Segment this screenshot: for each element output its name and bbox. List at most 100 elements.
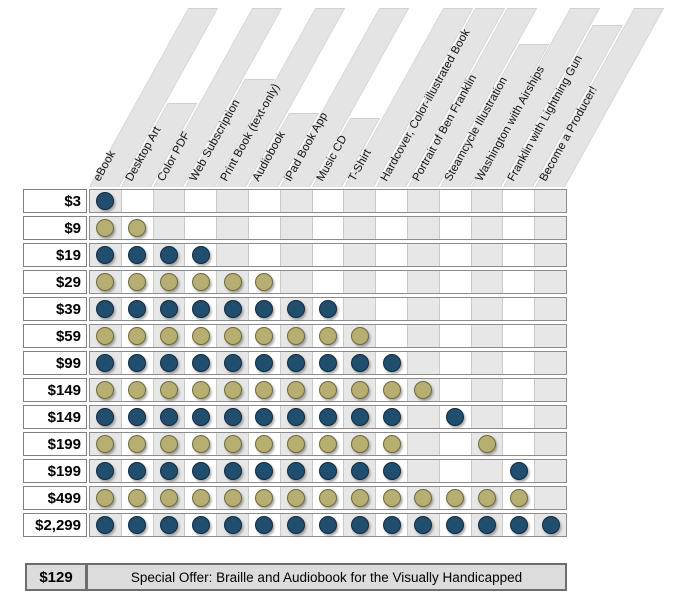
tan-dot-icon: [96, 381, 115, 399]
matrix-cell: [376, 514, 408, 536]
tan-dot-icon: [350, 489, 369, 507]
tan-dot-icon: [255, 435, 274, 453]
blue-dot-icon: [223, 516, 242, 534]
matrix-cell: [280, 460, 313, 482]
blue-dot-icon: [159, 408, 178, 426]
table-row: $149: [23, 405, 567, 429]
matrix-cell: [376, 487, 408, 509]
matrix-cell: [407, 460, 440, 482]
matrix-cell: [90, 352, 122, 374]
tan-dot-icon: [318, 381, 337, 399]
price-cell: $99: [23, 351, 87, 375]
matrix-cell: [122, 433, 154, 455]
matrix-cell: [344, 325, 377, 347]
matrix-cell: [471, 379, 504, 401]
matrix-cell: [440, 325, 472, 347]
row-cells: [89, 486, 567, 510]
price-cell: $2,299: [23, 513, 87, 537]
matrix-cell: [90, 190, 122, 212]
table-row: $99: [23, 351, 567, 375]
matrix-cell: [185, 190, 218, 212]
blue-dot-icon: [159, 462, 178, 480]
blue-dot-icon: [382, 462, 401, 480]
matrix-cell: [217, 352, 249, 374]
matrix-cell: [217, 271, 249, 293]
matrix-cell: [122, 217, 154, 239]
matrix-cell: [217, 244, 249, 266]
matrix-cell: [407, 190, 440, 212]
matrix-cell: [153, 352, 186, 374]
matrix-cell: [122, 244, 154, 266]
table-row: $59: [23, 324, 567, 348]
blue-dot-icon: [96, 354, 115, 372]
tan-dot-icon: [96, 489, 115, 507]
matrix-cell: [407, 325, 440, 347]
matrix-cell: [535, 352, 566, 374]
special-offer-price: $129: [25, 563, 87, 591]
tan-dot-icon: [191, 327, 210, 345]
blue-dot-icon: [159, 300, 178, 318]
matrix-cell: [344, 217, 377, 239]
tan-dot-icon: [223, 273, 242, 291]
matrix-cell: [535, 460, 566, 482]
matrix-cell: [90, 298, 122, 320]
matrix-cell: [376, 271, 408, 293]
price-cell: $199: [23, 459, 87, 483]
tan-dot-icon: [287, 435, 306, 453]
matrix-cell: [249, 379, 281, 401]
matrix-cell: [122, 379, 154, 401]
blue-dot-icon: [191, 408, 210, 426]
matrix-cell: [440, 190, 472, 212]
blue-dot-icon: [446, 516, 465, 534]
matrix-cell: [503, 190, 536, 212]
matrix-cell: [153, 325, 186, 347]
matrix-cell: [440, 352, 472, 374]
blue-dot-icon: [318, 408, 337, 426]
tan-dot-icon: [382, 381, 401, 399]
blue-dot-icon: [223, 462, 242, 480]
tan-dot-icon: [509, 489, 528, 507]
matrix-cell: [535, 298, 566, 320]
matrix-cell: [280, 379, 313, 401]
matrix-cell: [344, 271, 377, 293]
matrix-cell: [90, 271, 122, 293]
price-cell: $9: [23, 216, 87, 240]
matrix-cell: [280, 298, 313, 320]
tan-dot-icon: [477, 435, 496, 453]
matrix-cell: [503, 433, 536, 455]
matrix-cell: [249, 460, 281, 482]
row-cells: [89, 459, 567, 483]
matrix-cell: [153, 460, 186, 482]
price-cell: $39: [23, 297, 87, 321]
blue-dot-icon: [96, 246, 115, 264]
matrix-cell: [376, 298, 408, 320]
tan-dot-icon: [191, 489, 210, 507]
matrix-cell: [313, 460, 345, 482]
blue-dot-icon: [255, 462, 274, 480]
matrix-cell: [503, 352, 536, 374]
blue-dot-icon: [350, 516, 369, 534]
matrix-cell: [249, 244, 281, 266]
matrix-cell: [440, 244, 472, 266]
matrix-cell: [249, 325, 281, 347]
matrix-cell: [440, 406, 472, 428]
blue-dot-icon: [287, 354, 306, 372]
blue-dot-icon: [96, 462, 115, 480]
tan-dot-icon: [318, 489, 337, 507]
tan-dot-icon: [96, 327, 115, 345]
matrix-cell: [185, 271, 218, 293]
price-cell: $149: [23, 405, 87, 429]
matrix-cell: [217, 325, 249, 347]
row-cells: [89, 351, 567, 375]
matrix-cell: [313, 244, 345, 266]
row-cells: [89, 189, 567, 213]
price-cell: $149: [23, 378, 87, 402]
matrix-cell: [376, 460, 408, 482]
matrix-cell: [471, 325, 504, 347]
matrix-cell: [217, 460, 249, 482]
tan-dot-icon: [159, 327, 178, 345]
tan-dot-icon: [128, 489, 147, 507]
tan-dot-icon: [287, 327, 306, 345]
matrix-cell: [471, 190, 504, 212]
row-cells: [89, 378, 567, 402]
